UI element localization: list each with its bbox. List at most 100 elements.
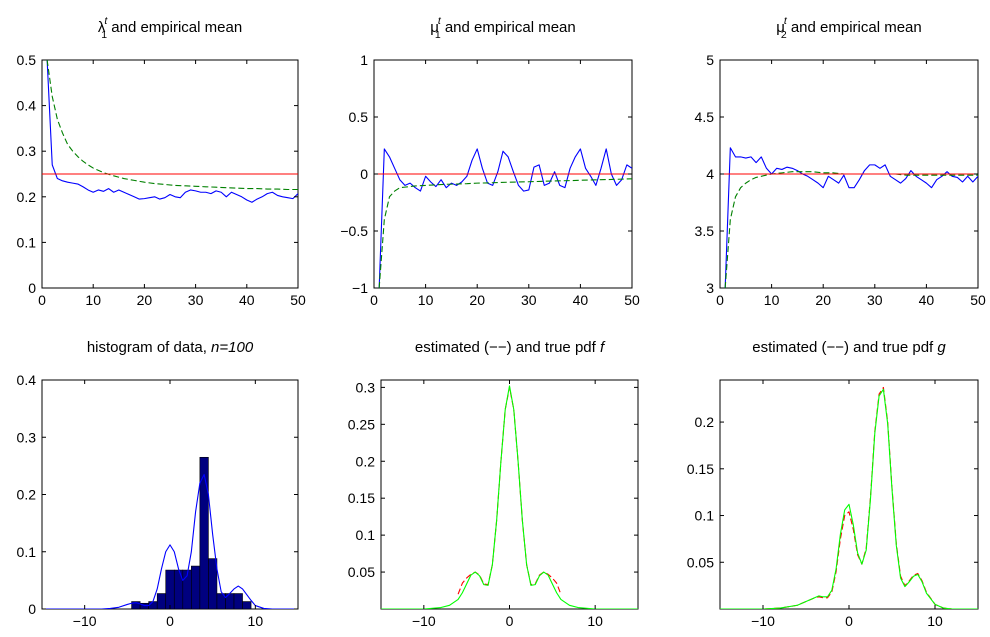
y-tick-label: 0.15 [687,461,714,477]
y-tick-label: 0.05 [687,554,714,570]
histogram-bar [208,558,218,609]
y-tick-label: −1 [352,280,368,296]
y-tick-label: 0.4 [17,372,37,388]
series-line [378,148,632,288]
histogram-bar [165,569,175,609]
y-tick-label: 0.3 [356,379,376,395]
title-text: estimated (−−) and true pdf [752,339,937,356]
y-tick-label: 4 [706,166,714,182]
subplot-title: μt 2 and empirical mean [776,15,922,41]
series-group [374,148,632,288]
title-subscript: 1 [435,29,441,41]
x-tick-label: 30 [521,292,537,308]
axes-frame [719,379,979,610]
y-tick-label: 0.1 [17,544,37,560]
title-greek: μ [430,19,439,36]
x-tick-label: 10 [248,613,264,629]
series-group [42,60,298,203]
x-tick-label: 30 [188,292,204,308]
y-tick-label: 0.1 [17,234,37,250]
y-tick-label: 0.1 [695,508,715,524]
title-italic: n=100 [211,339,254,356]
y-tick-label: 0.3 [17,143,37,159]
histogram-bar [156,593,167,609]
x-tick-label: 20 [469,292,485,308]
title-superscript: t [784,15,788,27]
y-tick-label: 0.2 [695,414,715,430]
title-italic: f [600,339,606,356]
series-line [724,147,978,288]
histogram-bar [199,456,209,609]
subplot-title: estimated (−−) and true pdf g [752,339,946,356]
x-tick-label: −10 [73,613,97,629]
y-tick-label: 0.15 [348,490,375,506]
title-rest: and empirical mean [107,19,242,36]
x-tick-label: 10 [85,292,101,308]
x-tick-label: 20 [137,292,153,308]
x-tick-label: 50 [290,292,306,308]
subplot-title: histogram of data, n=100 [87,339,254,356]
x-tick-label: 0 [506,613,514,629]
y-tick-label: 0 [28,601,36,617]
x-tick-label: 10 [418,292,434,308]
title-superscript: t [104,15,108,27]
y-tick-label: 0.1 [356,527,376,543]
series-line [46,60,298,203]
subplot-title: μt 1 and empirical mean [430,15,576,41]
y-tick-label: 3 [706,280,714,296]
x-tick-label: 10 [764,292,780,308]
histogram-bar [233,593,243,609]
y-tick-label: −0.5 [340,223,368,239]
y-tick-label: 3.5 [695,223,715,239]
series-line [378,178,632,288]
series-group [720,147,978,288]
series-group [42,473,298,609]
y-tick-label: 0.5 [349,109,369,125]
title-superscript: t [438,15,442,27]
x-tick-label: 0 [166,613,174,629]
subplot-title: estimated (−−) and true pdf f [415,339,606,356]
series-line [42,473,298,609]
x-tick-label: 50 [970,292,986,308]
title-rest: and empirical mean [441,19,576,36]
y-tick-label: 0.2 [356,453,376,469]
subplot-4: −10 0 10 0 0.1 0.2 0.3 0.4 histogram of data, n=… [17,339,299,629]
y-tick-label: 1 [360,52,368,68]
series-group [720,386,978,609]
y-tick-label: 0.3 [17,429,37,445]
title-text: histogram of data, [87,339,211,356]
histogram-bar [242,601,252,609]
title-subscript: 1 [101,29,107,41]
subplot-1: 0 10 20 30 40 50 0 0.1 0.2 0.3 0.4 0.5 λt 1 and empir… [17,15,306,308]
title-italic: g [937,339,946,356]
series-group [381,385,638,609]
series-line [720,388,978,609]
title-subscript: 2 [781,29,787,41]
y-tick-label: 0.05 [348,564,375,580]
x-tick-label: 40 [239,292,255,308]
series-line [46,60,298,191]
x-tick-label: 10 [927,613,943,629]
x-tick-label: 10 [587,613,603,629]
y-tick-label: 5 [706,52,714,68]
y-tick-label: 4.5 [695,109,715,125]
title-text: estimated (−−) and true pdf [415,339,600,356]
y-tick-label: 0.2 [17,189,37,205]
x-tick-label: 0 [716,292,724,308]
series-line [381,385,638,609]
y-tick-label: 0.2 [17,487,37,503]
x-tick-label: 30 [867,292,883,308]
x-tick-label: 0 [38,292,46,308]
x-tick-label: 40 [573,292,589,308]
histogram-bar [191,565,201,609]
bars [131,456,252,609]
axes-frame [380,379,639,610]
x-tick-label: −10 [412,613,436,629]
y-tick-label: 0 [28,280,36,296]
y-tick-label: 0.25 [348,416,375,432]
histogram-bar [148,601,158,609]
subplot-5: −10 0 10 0.05 0.1 0.15 0.2 0.25 0.3 estimated (−−… [348,339,639,629]
